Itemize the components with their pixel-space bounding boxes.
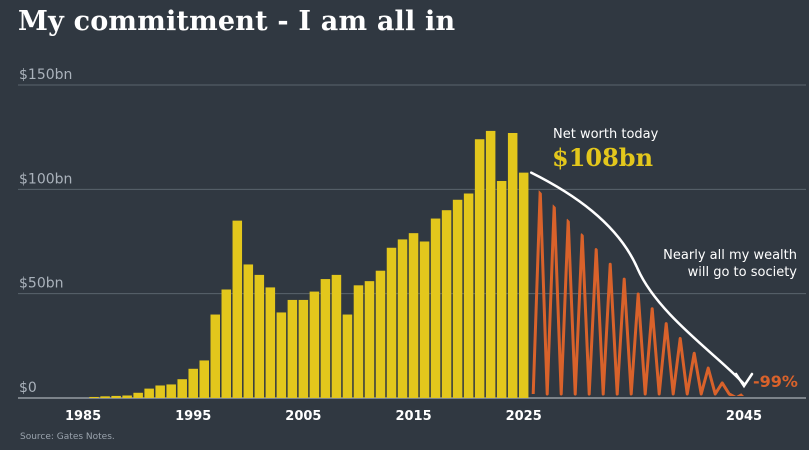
reduction-label: -99% bbox=[753, 372, 798, 391]
bar bbox=[518, 172, 529, 398]
net-worth-label: Net worth today bbox=[553, 127, 659, 142]
x-tick-label: 1995 bbox=[175, 409, 211, 424]
bar bbox=[210, 314, 221, 398]
projection-hatch bbox=[531, 188, 744, 396]
page-title: My commitment - I am all in bbox=[18, 6, 456, 37]
bar bbox=[276, 312, 287, 398]
bar bbox=[375, 270, 386, 398]
bar bbox=[177, 379, 187, 398]
bar bbox=[243, 264, 254, 398]
bar bbox=[122, 395, 132, 398]
society-label-line1: Nearly all my wealth bbox=[663, 248, 797, 263]
society-label-line2: will go to society bbox=[688, 265, 798, 280]
bar bbox=[507, 132, 518, 398]
bar bbox=[133, 392, 143, 398]
projection-line bbox=[529, 171, 746, 386]
bar bbox=[474, 139, 485, 398]
bar bbox=[100, 396, 110, 398]
bar bbox=[419, 241, 430, 398]
bar bbox=[111, 395, 121, 398]
bar bbox=[331, 274, 342, 398]
bar bbox=[155, 385, 165, 398]
bar bbox=[232, 220, 243, 398]
bar bbox=[397, 239, 408, 398]
y-tick-label: $100bn bbox=[19, 171, 72, 187]
bar bbox=[254, 274, 265, 398]
x-tick-label: 2045 bbox=[726, 409, 762, 424]
bar bbox=[166, 384, 176, 398]
bar bbox=[89, 396, 99, 398]
bar bbox=[496, 180, 507, 398]
bar bbox=[353, 285, 364, 398]
bar bbox=[144, 388, 154, 398]
projection-arrow-icon bbox=[734, 372, 754, 389]
bar bbox=[199, 360, 210, 398]
bar bbox=[309, 291, 320, 398]
bar bbox=[408, 233, 419, 398]
bar bbox=[485, 130, 496, 398]
bar bbox=[298, 299, 309, 398]
bar bbox=[342, 314, 353, 398]
x-tick-label: 2015 bbox=[395, 409, 431, 424]
bar bbox=[364, 281, 375, 398]
bar bbox=[452, 199, 463, 398]
x-tick-label: 1985 bbox=[65, 409, 101, 424]
bar bbox=[441, 210, 452, 398]
bar bbox=[430, 218, 441, 398]
x-tick-label: 2025 bbox=[506, 409, 542, 424]
y-tick-label: $50bn bbox=[19, 276, 63, 292]
source-note: Source: Gates Notes. bbox=[20, 432, 115, 442]
y-tick-label: $150bn bbox=[19, 67, 72, 83]
y-tick-label: $0 bbox=[19, 380, 37, 396]
bar bbox=[188, 368, 198, 398]
bar bbox=[320, 279, 331, 398]
bar bbox=[265, 287, 276, 398]
bar bbox=[221, 289, 232, 398]
x-tick-label: 2005 bbox=[285, 409, 321, 424]
net-worth-value: $108bn bbox=[552, 143, 653, 172]
bar bbox=[287, 299, 298, 398]
bar bbox=[386, 247, 397, 398]
bar bbox=[463, 193, 474, 398]
